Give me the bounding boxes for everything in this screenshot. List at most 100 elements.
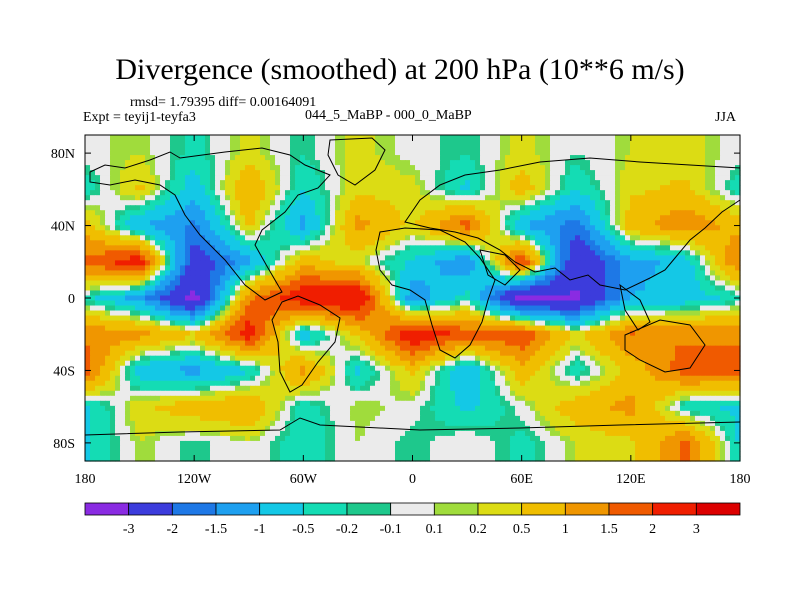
- field-cell: [210, 220, 216, 226]
- field-cell: [455, 245, 461, 251]
- field-cell: [515, 175, 521, 181]
- field-cell: [370, 305, 376, 312]
- field-cell: [680, 195, 686, 201]
- field-cell: [610, 305, 616, 312]
- field-cell: [115, 270, 121, 277]
- field-cell: [285, 320, 291, 327]
- field-cell: [635, 175, 641, 181]
- field-cell: [145, 145, 151, 151]
- field-cell: [515, 155, 521, 161]
- field-cell: [270, 190, 276, 196]
- field-cell: [240, 225, 246, 231]
- field-cell: [275, 305, 281, 312]
- field-cell: [270, 275, 276, 282]
- field-cell: [375, 305, 381, 312]
- field-cell: [665, 220, 671, 226]
- field-cell: [205, 205, 211, 211]
- field-cell: [400, 140, 406, 146]
- field-cell: [425, 230, 431, 236]
- field-cell: [215, 145, 221, 151]
- field-cell: [500, 250, 506, 256]
- field-cell: [370, 245, 376, 251]
- field-cell: [560, 170, 566, 176]
- field-cell: [480, 310, 486, 317]
- field-cell: [545, 160, 551, 166]
- field-cell: [725, 195, 731, 201]
- field-cell: [630, 315, 636, 322]
- field-cell: [460, 180, 466, 186]
- field-cell: [105, 150, 111, 156]
- field-cell: [330, 145, 336, 151]
- field-cell: [430, 315, 436, 322]
- field-cell: [460, 145, 466, 151]
- field-cell: [270, 305, 276, 312]
- field-cell: [535, 255, 541, 261]
- field-cell: [185, 290, 191, 297]
- field-cell: [435, 250, 441, 256]
- field-cell: [660, 220, 666, 226]
- field-cell: [630, 155, 636, 161]
- field-cell: [735, 270, 741, 277]
- field-cell: [395, 155, 401, 161]
- field-cell: [350, 250, 356, 256]
- field-cell: [730, 275, 736, 282]
- field-cell: [455, 310, 461, 317]
- field-cell: [730, 210, 736, 216]
- field-cell: [100, 300, 106, 307]
- field-cell: [530, 200, 536, 206]
- field-cell: [615, 190, 621, 196]
- field-cell: [230, 245, 236, 251]
- field-cell: [735, 285, 741, 292]
- field-cell: [235, 310, 241, 317]
- field-cell: [230, 265, 236, 272]
- field-cell: [115, 215, 121, 221]
- field-cell: [700, 315, 706, 322]
- field-cell: [220, 140, 226, 146]
- field-cell: [315, 180, 321, 186]
- field-cell: [615, 295, 621, 302]
- field-cell: [320, 215, 326, 221]
- field-cell: [230, 240, 236, 246]
- field-cell: [145, 220, 151, 226]
- field-cell: [380, 315, 386, 322]
- field-cell: [700, 175, 706, 181]
- field-cell: [690, 195, 696, 201]
- field-cell: [195, 240, 201, 246]
- field-cell: [440, 290, 446, 297]
- field-cell: [450, 265, 456, 272]
- field-cell: [470, 160, 476, 166]
- field-cell: [565, 170, 571, 176]
- field-cell: [395, 185, 401, 191]
- field-cell: [185, 170, 191, 176]
- field-cell: [595, 170, 601, 176]
- field-cell: [520, 250, 526, 256]
- field-cell: [300, 280, 306, 287]
- field-cell: [455, 260, 461, 266]
- field-cell: [150, 185, 156, 191]
- field-cell: [705, 250, 711, 256]
- field-cell: [425, 195, 431, 201]
- field-cell: [170, 195, 176, 201]
- field-cell: [140, 280, 146, 287]
- field-cell: [230, 230, 236, 236]
- field-cell: [545, 150, 551, 156]
- field-cell: [100, 235, 106, 241]
- field-cell: [360, 240, 366, 246]
- field-cell: [435, 225, 441, 231]
- field-cell: [595, 250, 601, 256]
- field-cell: [375, 275, 381, 282]
- field-cell: [615, 235, 621, 241]
- field-cell: [555, 150, 561, 156]
- field-cell: [230, 170, 236, 176]
- field-cell: [365, 245, 371, 251]
- field-cell: [165, 310, 171, 317]
- field-cell: [475, 220, 481, 226]
- field-cell: [435, 170, 441, 176]
- field-cell: [485, 175, 491, 181]
- field-cell: [420, 165, 426, 171]
- field-cell: [460, 175, 466, 181]
- field-cell: [110, 200, 116, 206]
- field-cell: [305, 205, 311, 211]
- field-cell: [435, 300, 441, 307]
- field-cell: [585, 295, 591, 302]
